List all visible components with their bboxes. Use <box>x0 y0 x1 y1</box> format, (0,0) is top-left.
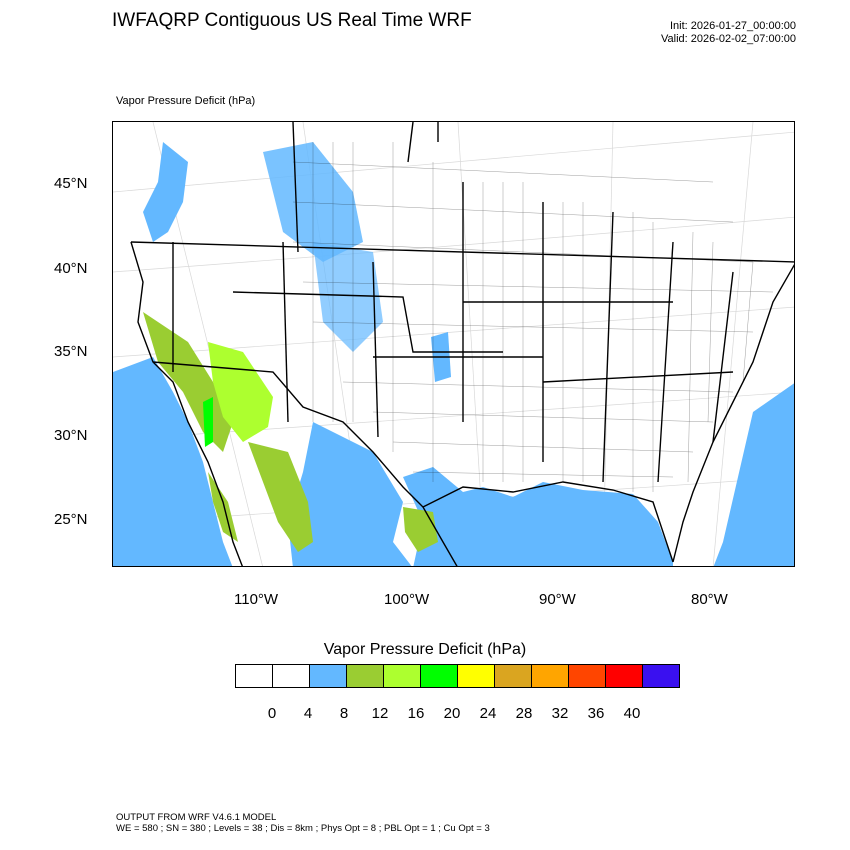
colorbar-tick-label: 28 <box>515 705 533 722</box>
lat-label: 40°N <box>54 260 88 277</box>
model-info-line1: OUTPUT FROM WRF V4.6.1 MODEL <box>116 812 277 823</box>
colorbar-cell <box>605 664 643 688</box>
colorbar-cell <box>531 664 569 688</box>
lon-label: 110°W <box>234 591 279 608</box>
colorbar-cell <box>568 664 606 688</box>
colorbar-tick-label: 20 <box>443 705 461 722</box>
colorbar-cell <box>309 664 347 688</box>
colorbar-cell <box>494 664 532 688</box>
colorbar-tick-label: 4 <box>303 705 313 722</box>
lat-label: 45°N <box>54 175 88 192</box>
map-panel <box>112 121 795 567</box>
colorbar-cell <box>642 664 680 688</box>
colorbar-title: Vapor Pressure Deficit (hPa) <box>323 641 527 658</box>
colorbar-cell <box>383 664 421 688</box>
colorbar-tick-label: 12 <box>371 705 389 722</box>
colorbar-tick-label: 16 <box>407 705 425 722</box>
lon-label: 90°W <box>539 591 576 608</box>
colorbar-tick-label: 8 <box>339 705 349 722</box>
map-title: IWFAQRP Contiguous US Real Time WRF <box>112 10 472 31</box>
init-time: Init: 2026-01-27_00:00:00 <box>670 20 796 32</box>
colorbar-cell <box>420 664 458 688</box>
field-label: Vapor Pressure Deficit (hPa) <box>116 95 256 107</box>
colorbar-tick-label: 40 <box>623 705 641 722</box>
colorbar-cell <box>457 664 495 688</box>
valid-time: Valid: 2026-02-02_07:00:00 <box>661 33 796 45</box>
lat-label: 35°N <box>54 343 88 360</box>
lat-label: 25°N <box>54 511 88 528</box>
map-canvas <box>113 122 794 566</box>
colorbar-tick-label: 32 <box>551 705 569 722</box>
colorbar-tick-label: 36 <box>587 705 605 722</box>
lat-label: 30°N <box>54 427 88 444</box>
colorbar-cell <box>346 664 384 688</box>
lon-label: 100°W <box>384 591 430 608</box>
colorbar-cell <box>272 664 310 688</box>
lon-label: 80°W <box>691 591 728 608</box>
coastline-and-borders <box>130 122 794 566</box>
model-info-line2: WE = 580 ; SN = 380 ; Levels = 38 ; Dis … <box>116 823 490 834</box>
colorbar <box>235 664 680 688</box>
county-lines <box>292 142 774 492</box>
vpd-green-field <box>143 312 438 552</box>
colorbar-tick-label: 24 <box>479 705 497 722</box>
colorbar-cell <box>235 664 273 688</box>
colorbar-tick-label: 0 <box>267 705 277 722</box>
